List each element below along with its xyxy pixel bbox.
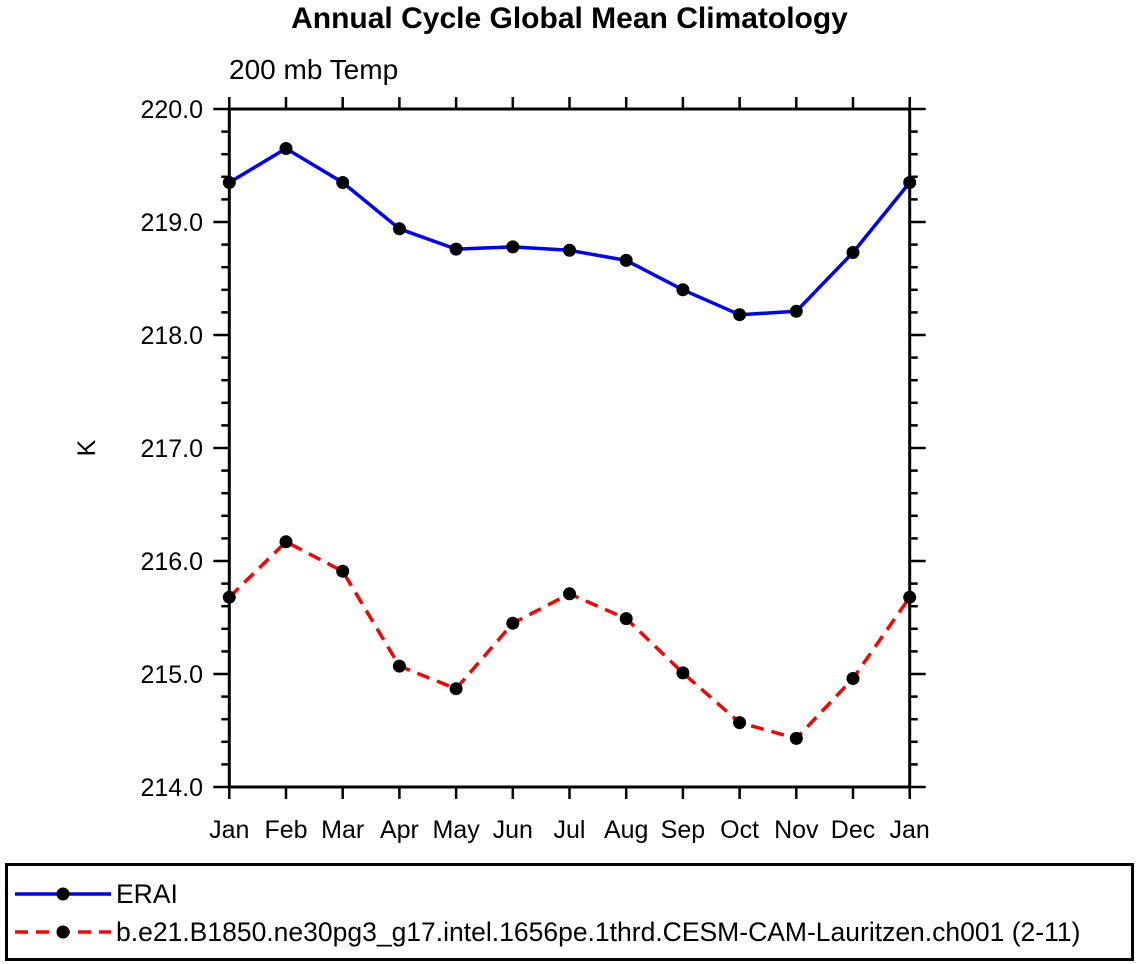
data-point-marker: [846, 246, 860, 259]
y-axis-ticks: 214.0 215.0 216.0 217.0 218.0 219.0 220.0: [140, 96, 926, 802]
data-point-marker: [449, 242, 463, 256]
cesm-line: [228, 540, 912, 741]
x-tick-label: Feb: [264, 816, 307, 844]
x-tick-label: Apr: [380, 816, 419, 844]
legend-sample-solid-blue-line-icon: [15, 887, 111, 901]
data-point-marker: [676, 283, 690, 297]
data-point-marker: [563, 587, 576, 601]
chart-plot-area: 214.0 215.0 216.0 217.0 218.0 219.0 220.0 Jan Fe…: [73, 96, 930, 844]
data-point-marker: [563, 243, 576, 257]
data-point-marker: [676, 666, 690, 680]
x-tick-label: Jan: [890, 816, 930, 844]
y-tick-label: 214.0: [140, 774, 203, 802]
legend-label-cesm-run: b.e21.B1850.ne30pg3_g17.intel.1656pe.1th…: [116, 916, 1081, 947]
chart-subtitle: 200 mb Temp: [229, 54, 399, 85]
data-point-marker: [222, 590, 236, 604]
x-tick-label: Sep: [661, 816, 705, 844]
y-axis-title: K: [73, 439, 101, 456]
data-point-marker: [336, 564, 350, 578]
data-point-marker: [336, 176, 350, 189]
data-point-marker: [449, 682, 463, 696]
x-tick-label: Dec: [831, 816, 875, 844]
plot-frame: [227, 107, 912, 789]
y-tick-label: 219.0: [140, 209, 203, 237]
x-tick-label: Mar: [321, 816, 364, 844]
data-point-marker: [903, 176, 917, 189]
y-tick-label: 216.0: [140, 548, 203, 576]
x-tick-label: Jan: [209, 816, 249, 844]
y-tick-label: 218.0: [140, 322, 203, 350]
legend-item-cesm-run: b.e21.B1850.ne30pg3_g17.intel.1656pe.1th…: [13, 917, 1080, 947]
data-point-marker: [392, 222, 406, 236]
y-tick-label: 217.0: [140, 435, 203, 463]
x-tick-label: Jul: [554, 816, 586, 844]
data-point-marker: [903, 590, 917, 604]
data-point-marker: [619, 612, 633, 626]
cesm-series: [222, 535, 917, 745]
x-tick-label: Aug: [604, 816, 648, 844]
chart-legend: ERAI b.e21.B1850.ne30pg3_g17.intel.1656p…: [5, 863, 1134, 961]
y-tick-label: 220.0: [140, 96, 203, 124]
x-tick-label: Jun: [493, 816, 533, 844]
legend-label-erai: ERAI: [116, 878, 178, 909]
data-point-marker: [279, 142, 293, 155]
erai-series: [222, 142, 917, 322]
x-tick-label: May: [432, 816, 480, 844]
legend-item-erai: ERAI: [13, 879, 178, 909]
x-tick-label: Oct: [720, 816, 759, 844]
data-point-marker: [789, 304, 803, 318]
data-point-marker: [846, 672, 860, 685]
erai-line: [228, 146, 912, 317]
legend-sample-dashed-red-line-icon: [15, 925, 111, 939]
data-point-marker: [392, 659, 406, 673]
data-point-marker: [619, 253, 633, 267]
data-point-marker: [279, 535, 293, 549]
data-point-marker: [506, 616, 520, 630]
data-point-marker: [222, 176, 236, 189]
data-point-marker: [789, 731, 803, 745]
data-point-marker: [733, 716, 747, 730]
data-point-marker: [733, 308, 747, 322]
y-tick-label: 215.0: [140, 661, 203, 689]
x-tick-label: Nov: [774, 816, 819, 844]
chart-title: Annual Cycle Global Mean Climatology: [291, 2, 848, 35]
data-point-marker: [506, 240, 520, 254]
x-axis-ticks: Jan Feb Mar Apr May Jun Jul Aug Sep Oct Nov Dec Jan: [209, 97, 930, 844]
